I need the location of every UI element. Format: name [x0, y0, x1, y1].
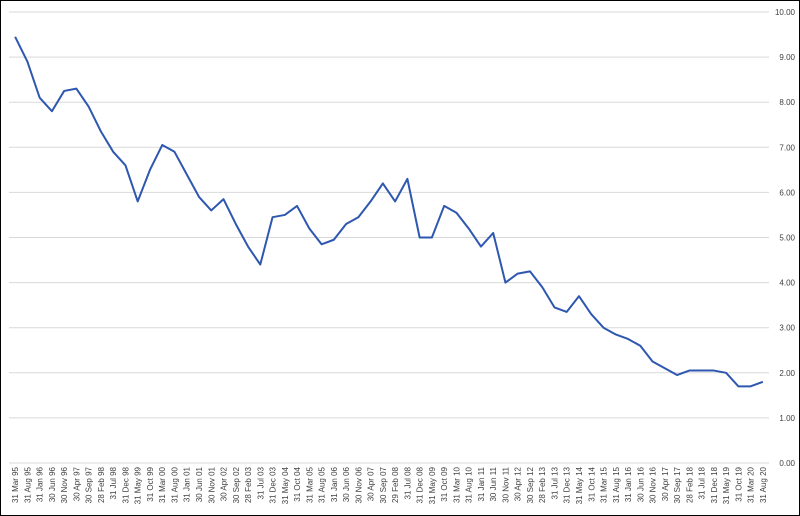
x-tick-label: 31 Mar 20: [747, 466, 756, 503]
x-tick-label: 31 Dec 98: [121, 466, 130, 503]
x-tick-label: 28 Feb 18: [685, 466, 694, 503]
x-tick-label: 31 Jan 11: [477, 466, 486, 501]
x-tick-label: 31 Jan 96: [36, 466, 45, 502]
x-tick-label: 31 Jan 16: [624, 466, 633, 502]
x-tick-label: 31 May 04: [281, 466, 290, 504]
x-tick-label: 31 May 09: [428, 466, 437, 504]
x-tick-label: 31 Jul 08: [403, 466, 412, 499]
y-tick-label: 0.00: [779, 459, 795, 468]
x-tick-label: 30 Nov 06: [354, 466, 363, 503]
x-tick-label: 31 May 99: [134, 466, 143, 504]
x-tick-label: 31 Jan 06: [330, 466, 339, 502]
y-tick-label: 5.00: [779, 234, 795, 243]
x-tick-label: 28 Feb 03: [244, 466, 253, 503]
x-tick-label: 31 May 14: [575, 466, 584, 504]
y-tick-label: 1.00: [779, 414, 795, 423]
x-tick-label: 31 Aug 95: [23, 466, 32, 503]
x-tick-label: 30 Apr 02: [220, 466, 229, 501]
x-tick-label: 30 Sep 12: [526, 466, 535, 503]
x-tick-label: 30 Jun 96: [48, 466, 57, 502]
x-tick-label: 31 May 19: [722, 466, 731, 504]
x-tick-label: 31 Mar 15: [600, 466, 609, 503]
x-tick-label: 30 Sep 02: [232, 466, 241, 503]
y-tick-label: 6.00: [779, 188, 795, 197]
x-tick-label: 31 Oct 09: [440, 466, 449, 501]
y-tick-label: 10.00: [775, 8, 796, 17]
x-tick-label: 31 Mar 05: [305, 466, 314, 503]
x-tick-label: 28 Feb 13: [538, 466, 547, 503]
x-tick-label: 30 Jun 16: [636, 466, 645, 502]
x-tick-label: 31 Jul 98: [109, 466, 118, 499]
x-tick-label: 30 Jun 11: [489, 466, 498, 501]
x-tick-label: 31 Mar 00: [158, 466, 167, 503]
y-tick-label: 9.00: [779, 53, 795, 62]
x-tick-label: 31 Oct 99: [146, 466, 155, 501]
x-tick-label: 31 Oct 04: [293, 466, 302, 501]
x-tick-label: 31 Oct 19: [734, 466, 743, 501]
line: [14, 36, 764, 388]
x-tick-label: 31 Jul 03: [256, 466, 265, 499]
x-tick-label: 30 Nov 16: [649, 466, 658, 503]
y-tick-label: 2.00: [779, 369, 795, 378]
x-tick-label: 31 Mar 95: [11, 466, 20, 503]
x-tick-label: 30 Sep 17: [673, 466, 682, 503]
x-tick-label: 30 Apr 17: [661, 466, 670, 501]
x-tick-label: 31 Mar 10: [452, 466, 461, 503]
x-tick-label: 30 Apr 97: [72, 466, 81, 501]
x-tick-label: 30 Sep 07: [379, 466, 388, 503]
x-tick-label: 31 Dec 13: [563, 466, 572, 503]
x-tick-label: 31 Aug 10: [465, 466, 474, 503]
x-tick-label: 30 Jun 06: [342, 466, 351, 502]
x-tick-label: 30 Jun 01: [195, 466, 204, 502]
x-tick-label: 31 Jul 18: [698, 466, 707, 499]
x-tick-label: 31 Jul 13: [550, 466, 559, 499]
x-tick-label: 31 Aug 15: [612, 466, 621, 503]
y-tick-label: 4.00: [779, 279, 795, 288]
x-tick-label: 31 Aug 20: [759, 466, 768, 503]
y-tick-label: 7.00: [779, 143, 795, 152]
y-tick-label: 8.00: [779, 98, 795, 107]
x-tick-label: 31 Oct 14: [587, 466, 596, 501]
x-tick-label: 30 Nov 96: [60, 466, 69, 503]
x-tick-label: 31 Dec 18: [710, 466, 719, 503]
x-tick-label: 28 Feb 98: [97, 466, 106, 503]
x-tick-label: 31 Jan 01: [183, 466, 192, 502]
x-tick-label: 30 Nov 01: [207, 466, 216, 503]
x-tick-label: 31 Dec 03: [269, 466, 278, 503]
x-tick-label: 30 Nov 11: [501, 466, 510, 502]
y-tick-label: 3.00: [779, 324, 795, 333]
x-tick-label: 30 Sep 97: [85, 466, 94, 503]
x-tick-label: 30 Apr 12: [514, 466, 523, 501]
x-tick-label: 30 Apr 07: [367, 466, 376, 501]
x-tick-label: 31 Aug 05: [318, 466, 327, 503]
x-tick-label: 31 Dec 08: [416, 466, 425, 503]
x-tick-label: 29 Feb 08: [391, 466, 400, 503]
x-tick-label: 31 Aug 00: [170, 466, 179, 503]
